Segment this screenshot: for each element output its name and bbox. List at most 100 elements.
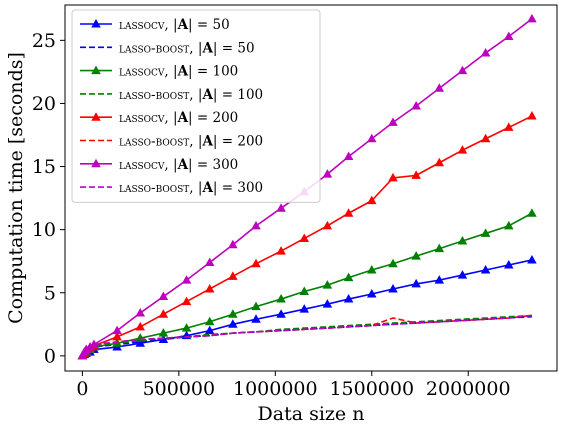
data-point bbox=[343, 294, 354, 303]
data-point bbox=[411, 278, 421, 288]
data-point bbox=[158, 309, 169, 318]
legend-marker bbox=[91, 158, 101, 168]
data-point bbox=[480, 228, 491, 237]
data-point bbox=[181, 323, 192, 332]
legend-item: lassocv, |A| = 100LASSOCV, |A| = 100 bbox=[80, 64, 238, 80]
data-point bbox=[411, 100, 421, 110]
x-tick-label: 500000 bbox=[143, 378, 216, 400]
data-point bbox=[457, 236, 468, 245]
legend-item: lasso-boost, |A| = 300LASSO-BOOST, |A| =… bbox=[80, 180, 263, 196]
data-point bbox=[251, 220, 261, 230]
y-tick-label: 25 bbox=[32, 30, 56, 52]
data-point bbox=[434, 157, 445, 167]
data-point bbox=[276, 203, 286, 212]
x-tick-label: 1500000 bbox=[329, 378, 414, 400]
data-point bbox=[204, 325, 215, 335]
data-point bbox=[388, 117, 398, 126]
data-point bbox=[322, 220, 333, 230]
data-point bbox=[367, 195, 377, 205]
data-point bbox=[411, 170, 421, 179]
legend-item: lasso-boost, |A| = 200LASSO-BOOST, |A| =… bbox=[80, 134, 263, 150]
x-tick-label: 1000000 bbox=[233, 378, 318, 400]
data-point bbox=[457, 65, 468, 75]
data-point bbox=[322, 169, 333, 178]
data-point bbox=[276, 246, 286, 255]
data-point bbox=[504, 31, 514, 41]
data-point bbox=[367, 133, 377, 143]
data-point bbox=[322, 299, 333, 308]
data-point bbox=[135, 321, 145, 331]
data-point bbox=[322, 280, 333, 289]
data-point bbox=[299, 286, 309, 295]
data-point bbox=[251, 301, 261, 311]
y-axis-label: Computation time [seconds] bbox=[5, 52, 27, 324]
x-tick-label: 2000000 bbox=[426, 378, 511, 400]
data-point bbox=[527, 13, 537, 23]
data-point bbox=[434, 83, 445, 92]
data-point bbox=[527, 111, 537, 120]
data-point bbox=[504, 122, 514, 131]
legend-label: lasso-boost, |A| = 50LASSO-BOOST, |A| = … bbox=[119, 40, 255, 56]
data-point bbox=[367, 289, 377, 298]
y-tick-label: 20 bbox=[32, 93, 56, 115]
data-point bbox=[480, 265, 491, 274]
legend-label: lassocv, |A| = 200LASSOCV, |A| = 200 bbox=[119, 110, 238, 126]
x-axis-label: Data size n bbox=[258, 403, 365, 425]
legend-marker bbox=[91, 65, 101, 75]
data-point bbox=[228, 309, 238, 318]
axes-frame bbox=[64, 4, 558, 372]
y-tick-label: 5 bbox=[44, 282, 56, 304]
legend-item: lasso-boost, |A| = 100LASSO-BOOST, |A| =… bbox=[80, 87, 263, 103]
data-point bbox=[411, 251, 421, 260]
data-point bbox=[457, 270, 468, 279]
data-point bbox=[204, 283, 215, 293]
legend-marker bbox=[91, 19, 101, 28]
data-point bbox=[527, 208, 537, 217]
data-point bbox=[135, 338, 145, 347]
data-point bbox=[457, 145, 468, 154]
x-tick-label: 0 bbox=[76, 378, 88, 400]
legend-label: lasso-boost, |A| = 300LASSO-BOOST, |A| =… bbox=[119, 180, 263, 196]
data-point bbox=[251, 258, 261, 268]
ticks: 0 500000 1000000 1500000 2000000 0 5 10 15 20 25 bbox=[32, 30, 511, 400]
plot-marks bbox=[77, 13, 537, 360]
legend-label: lassocv, |A| = 300LASSOCV, |A| = 300 bbox=[119, 157, 238, 173]
data-point bbox=[204, 257, 215, 266]
legend-label: lassocv, |A| = 100LASSOCV, |A| = 100 bbox=[119, 64, 238, 80]
data-point bbox=[158, 328, 169, 337]
legend-label: lasso-boost, |A| = 200LASSO-BOOST, |A| =… bbox=[119, 134, 263, 150]
data-point bbox=[228, 239, 238, 249]
legend-box bbox=[71, 9, 321, 203]
data-point bbox=[434, 243, 445, 253]
legend-item: lassocv, |A| = 50LASSOCV, |A| = 50 bbox=[80, 17, 230, 33]
legend-label: lassocv, |A| = 50LASSOCV, |A| = 50 bbox=[119, 17, 230, 33]
data-point bbox=[181, 296, 192, 306]
data-point bbox=[112, 325, 122, 335]
legend-item: lassocv, |A| = 300LASSOCV, |A| = 300 bbox=[80, 157, 238, 173]
series-2 bbox=[77, 208, 537, 360]
data-point bbox=[158, 291, 169, 301]
legend-label: lasso-boost, |A| = 100LASSO-BOOST, |A| =… bbox=[119, 87, 263, 103]
data-point bbox=[112, 331, 122, 341]
data-point bbox=[135, 307, 145, 317]
data-point bbox=[299, 233, 309, 242]
legend: lassocv, |A| = 50LASSOCV, |A| = 50 lasso-… bbox=[71, 9, 321, 203]
y-tick-label: 15 bbox=[32, 156, 56, 178]
series-0 bbox=[77, 254, 537, 360]
data-point bbox=[299, 304, 309, 313]
data-point bbox=[181, 275, 192, 284]
data-point bbox=[251, 314, 261, 323]
data-point bbox=[228, 319, 238, 328]
series-7 bbox=[81, 314, 533, 357]
data-point bbox=[276, 309, 286, 318]
data-point bbox=[480, 47, 491, 57]
data-point bbox=[434, 275, 445, 284]
data-point bbox=[276, 294, 286, 303]
data-point bbox=[343, 151, 354, 160]
data-point bbox=[480, 133, 491, 143]
legend-item: lasso-boost, |A| = 50LASSO-BOOST, |A| = … bbox=[80, 40, 255, 56]
legend-marker bbox=[91, 112, 101, 121]
data-point bbox=[527, 254, 537, 264]
